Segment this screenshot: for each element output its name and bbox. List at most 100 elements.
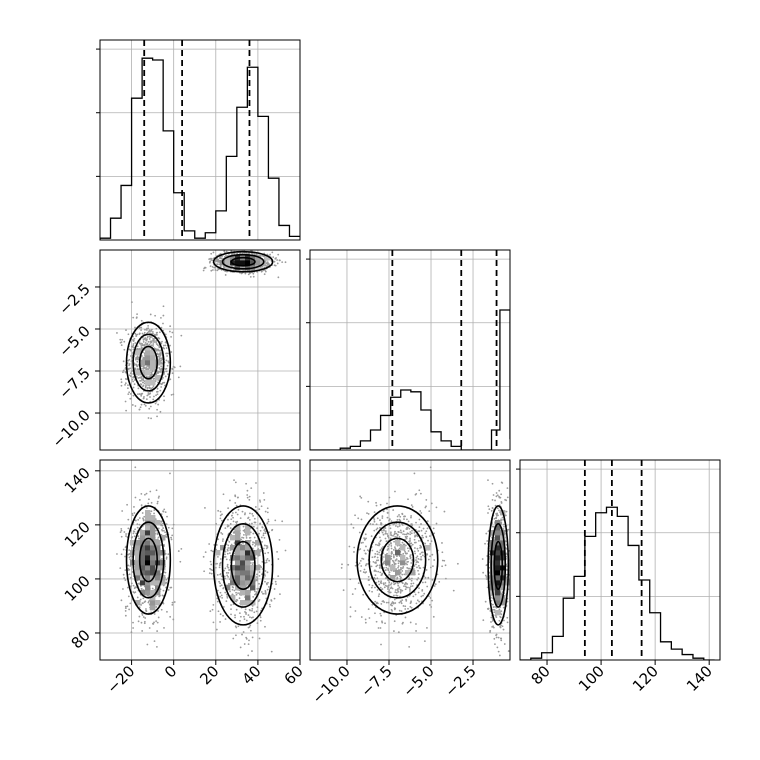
sample-point	[227, 575, 230, 578]
sample-point	[127, 333, 130, 336]
sample-point	[266, 583, 268, 586]
sample-point	[152, 385, 155, 388]
sample-point	[349, 615, 352, 618]
sample-point	[421, 589, 424, 592]
sample-point	[379, 519, 381, 522]
sample-point	[134, 586, 137, 589]
sample-point	[220, 594, 223, 597]
density-cell	[145, 530, 151, 536]
density-cell	[140, 565, 146, 571]
sample-point	[124, 400, 127, 403]
sample-point	[444, 577, 447, 580]
density-cell	[150, 535, 156, 541]
sample-point	[398, 586, 401, 589]
density-cell	[250, 555, 256, 561]
sample-point	[259, 616, 262, 619]
sample-point	[208, 258, 211, 261]
sample-point	[171, 534, 174, 537]
sample-point	[393, 546, 396, 549]
sample-point	[361, 557, 363, 560]
sample-point	[388, 589, 391, 591]
sample-point	[262, 547, 265, 550]
sample-point	[398, 518, 401, 521]
sample-point	[138, 393, 141, 395]
sample-point	[264, 530, 267, 533]
sample-point	[376, 517, 379, 520]
sample-point	[232, 516, 234, 519]
sample-point	[137, 393, 139, 396]
sample-point	[253, 517, 256, 520]
sample-point	[386, 508, 388, 511]
sample-point	[222, 605, 225, 608]
sample-point	[234, 481, 237, 484]
sample-point	[226, 565, 229, 568]
sample-point	[227, 518, 229, 521]
density-cell	[155, 585, 161, 591]
sample-point	[134, 519, 137, 522]
sample-point	[144, 493, 146, 496]
sample-point	[396, 555, 398, 558]
sample-point	[273, 260, 276, 263]
sample-point	[381, 517, 384, 519]
sample-point	[350, 523, 353, 526]
sample-point	[151, 587, 154, 590]
sample-point	[397, 587, 400, 590]
sample-point	[140, 393, 143, 396]
sample-point	[390, 586, 393, 589]
sample-point	[416, 555, 419, 558]
sample-point	[378, 564, 381, 567]
sample-point	[388, 519, 390, 522]
sample-point	[134, 367, 137, 370]
sample-point	[353, 546, 356, 549]
sample-point	[262, 246, 264, 248]
sample-point	[380, 643, 382, 646]
sample-point	[135, 333, 138, 336]
sample-point	[231, 252, 234, 255]
sample-point	[267, 518, 270, 521]
sample-point	[386, 588, 389, 590]
sample-point	[218, 566, 221, 569]
sample-point	[136, 523, 139, 526]
sample-point	[394, 589, 397, 591]
sample-point	[164, 368, 167, 370]
sample-point	[413, 538, 416, 541]
sample-point	[218, 564, 221, 567]
sample-point	[278, 539, 281, 541]
sample-point	[500, 493, 503, 496]
panel-0-0	[96, 39, 301, 241]
sample-point	[412, 568, 415, 570]
sample-point	[265, 561, 268, 564]
sample-point	[430, 502, 433, 505]
sample-point	[165, 557, 168, 560]
sample-point	[409, 531, 412, 533]
sample-point	[220, 531, 223, 534]
sample-point	[143, 622, 146, 625]
sample-point	[158, 331, 161, 334]
sample-point	[415, 561, 418, 564]
sample-point	[388, 565, 391, 567]
sample-point	[368, 579, 370, 581]
sample-point	[252, 514, 254, 517]
sample-point	[421, 534, 424, 537]
axes-frame	[99, 249, 301, 451]
sample-point	[139, 406, 142, 409]
panel-1-1	[306, 249, 511, 451]
sample-point	[420, 529, 423, 532]
sample-point	[371, 590, 373, 593]
sample-point	[133, 512, 136, 514]
sample-point	[172, 618, 175, 621]
sample-point	[391, 601, 394, 603]
sample-point	[394, 591, 397, 594]
sample-point	[165, 359, 168, 362]
density-cell	[245, 550, 251, 556]
sample-point	[425, 499, 428, 501]
sample-point	[251, 607, 254, 610]
panel-2-2	[516, 459, 721, 661]
sample-point	[391, 587, 394, 590]
sample-point	[204, 266, 207, 269]
contour-line	[230, 540, 256, 590]
sample-point	[132, 394, 135, 397]
sample-point	[219, 257, 222, 260]
sample-point	[386, 663, 388, 665]
